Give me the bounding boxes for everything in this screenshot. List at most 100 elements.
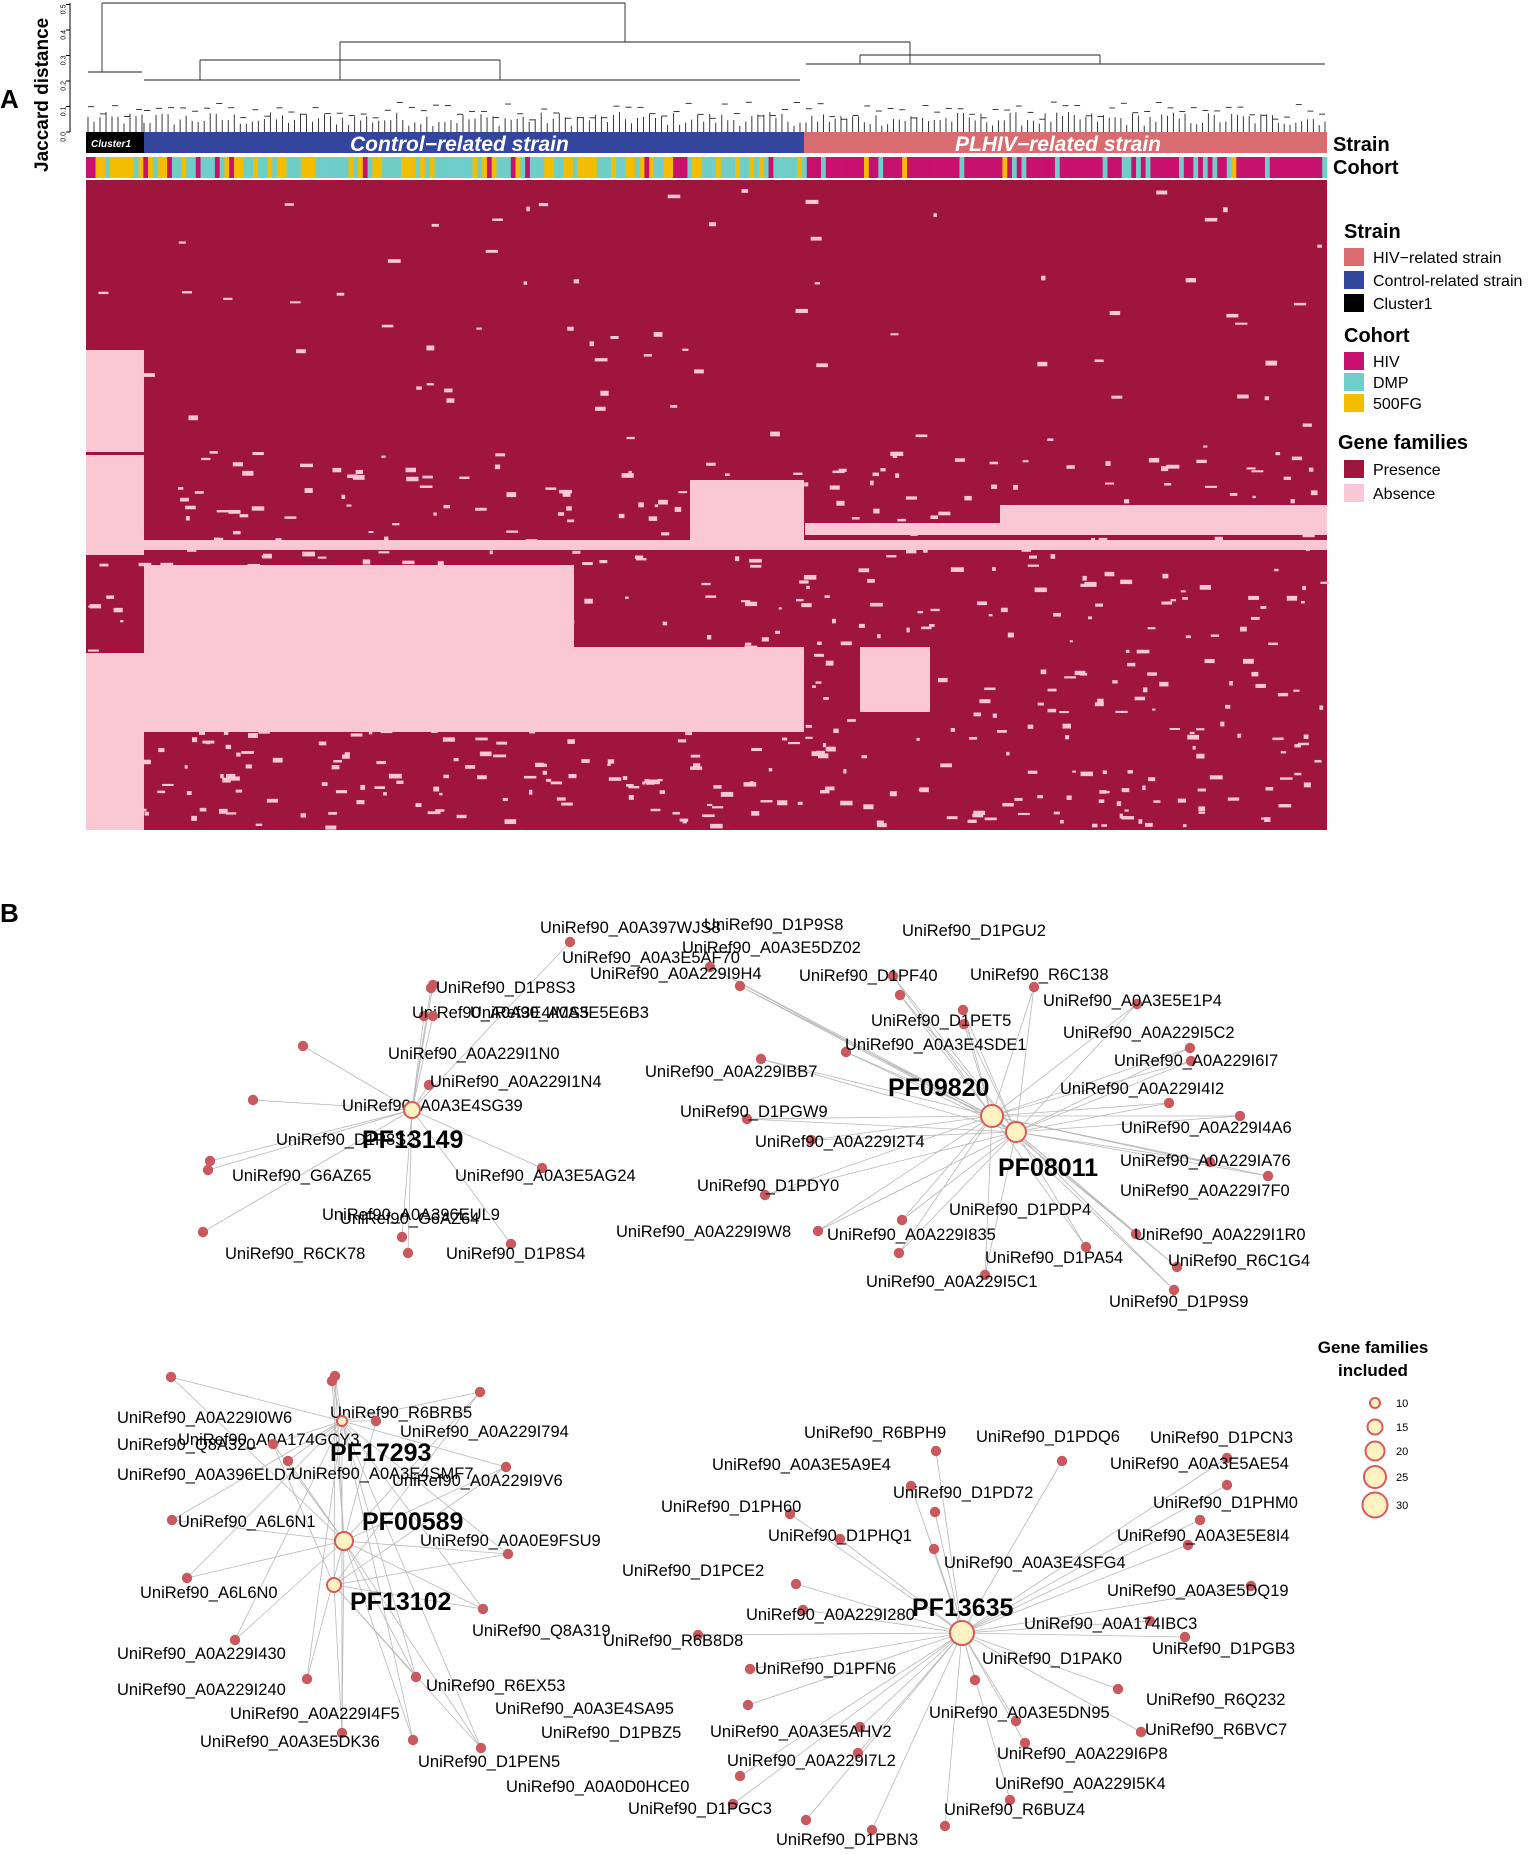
absence-block — [1050, 554, 1056, 559]
gene-node-label: UniRef90_A0A3E5AE54 — [1110, 1455, 1289, 1473]
cohort-cell — [868, 157, 874, 178]
absence-block — [825, 747, 834, 752]
cohort-cell — [310, 157, 316, 178]
absence-block — [589, 341, 594, 347]
cohort-cell — [148, 157, 154, 178]
absence-block — [1105, 790, 1110, 794]
absence-block — [634, 555, 644, 560]
network-edge — [1015, 1131, 1087, 1248]
absence-block — [316, 604, 323, 608]
absence-block — [643, 689, 650, 692]
cohort-cell — [1298, 157, 1304, 178]
absence-block — [741, 189, 749, 193]
absence-block — [954, 458, 965, 462]
gene-node — [229, 1634, 241, 1646]
absence-block — [191, 737, 198, 743]
cohort-cell — [1159, 157, 1166, 178]
absence-block — [1062, 723, 1071, 729]
absence-block — [847, 719, 856, 722]
absence-block — [898, 677, 911, 682]
gene-node — [1056, 1455, 1068, 1467]
absence-block — [1300, 600, 1305, 604]
absence-block — [720, 791, 734, 797]
network-edge — [333, 1584, 484, 1610]
gene-node — [166, 1514, 178, 1526]
absence-block — [724, 473, 730, 476]
absence-block — [178, 241, 186, 244]
network-edge — [272, 1420, 343, 1445]
absence-block — [1182, 597, 1188, 600]
cohort-cell — [300, 157, 306, 178]
absence-block — [503, 687, 513, 691]
network-edge — [186, 1420, 343, 1579]
absence-block — [812, 685, 816, 688]
legend-item-control-strain: Control-related strain — [1373, 273, 1522, 290]
gene-node — [896, 1214, 908, 1226]
absence-block — [1250, 616, 1260, 620]
absence-block — [822, 742, 827, 748]
absence-block — [426, 725, 436, 730]
size-legend-title-line2: included — [1338, 1361, 1408, 1380]
network-edge — [795, 1583, 963, 1634]
gene-node — [247, 1094, 259, 1106]
cohort-cell — [1198, 157, 1204, 178]
absence-block — [1059, 711, 1069, 714]
gene-node-label: UniRef90_A0A0E9FSU9 — [420, 1532, 601, 1550]
hub-label: PF13149 — [362, 1126, 463, 1154]
absence-block — [806, 585, 810, 590]
gene-node — [267, 1438, 279, 1450]
network-edge — [934, 1511, 963, 1634]
absence-block — [712, 806, 724, 809]
cohort-cell — [248, 157, 254, 178]
absence-block — [344, 752, 350, 755]
network-edge — [209, 1109, 413, 1162]
absence-block — [805, 724, 812, 728]
network-edge — [871, 1632, 963, 1831]
cohort-cell — [472, 157, 478, 178]
strain-segment-control-label: Control−related strain — [350, 133, 569, 156]
gene-node — [790, 1578, 802, 1590]
gene-node-label: UniRef90_D1P9S8 — [704, 916, 843, 934]
absence-block — [1272, 737, 1284, 741]
absence-block — [479, 664, 484, 668]
absence-block — [988, 613, 993, 617]
gene-node — [939, 1820, 951, 1832]
absence-block — [1084, 581, 1097, 587]
absence-block — [760, 800, 773, 803]
absence-block — [1223, 207, 1228, 213]
network-edge — [817, 1115, 993, 1232]
cohort-cell — [658, 157, 664, 178]
absence-block — [396, 780, 404, 784]
absence-block — [693, 763, 701, 767]
absence-block — [1003, 525, 1016, 531]
absence-block — [1014, 797, 1023, 801]
gene-node — [958, 1018, 970, 1030]
gene-node-label: UniRef90_D1PAK0 — [982, 1650, 1122, 1668]
cohort-cell — [257, 157, 263, 178]
cohort-cell — [439, 157, 445, 178]
gene-node-label: UniRef90_A0A229I4A6 — [1121, 1119, 1292, 1137]
gene-node-label: UniRef90_D1PHQ1 — [768, 1527, 912, 1545]
cohort-cell — [482, 157, 488, 178]
absence-block — [1294, 744, 1301, 748]
absence-block — [667, 194, 681, 199]
absence-block — [494, 464, 501, 470]
gene-node-label: UniRef90_A0A229I280 — [746, 1606, 915, 1624]
network-edge — [739, 985, 993, 1117]
gene-node-label: UniRef90_A0A229I5K4 — [995, 1775, 1166, 1793]
absence-block — [374, 683, 386, 688]
absence-block — [252, 593, 261, 598]
absence-block — [148, 606, 159, 610]
absence-block — [877, 823, 887, 828]
network-edge — [341, 1420, 507, 1468]
absence-block — [546, 778, 552, 782]
absence-block — [1198, 806, 1206, 812]
absence-block — [1308, 467, 1314, 472]
absence-block — [506, 605, 513, 609]
cohort-cell — [606, 157, 612, 178]
gene-node-label: UniRef90_A0A3E5AF70 — [562, 949, 740, 967]
gene-node-label: UniRef90_A0A229I7L2 — [727, 1752, 896, 1770]
gene-node — [297, 1040, 309, 1052]
gene-node-label: UniRef90_A0A229I4F5 — [230, 1705, 400, 1723]
cohort-cell — [329, 157, 335, 178]
